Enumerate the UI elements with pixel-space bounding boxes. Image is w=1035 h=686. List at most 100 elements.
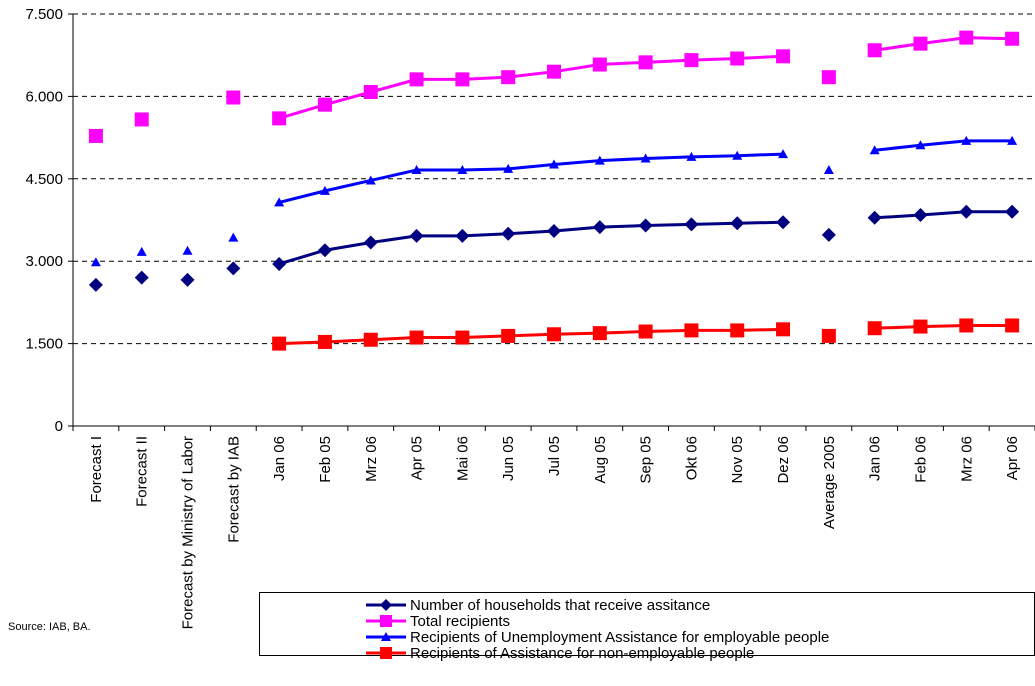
data-point: [823, 165, 834, 175]
axes: [68, 13, 1035, 431]
data-point: [501, 226, 516, 241]
data-point: [686, 151, 697, 161]
data-point: [640, 153, 651, 163]
data-point: [272, 256, 287, 271]
series-line: [278, 54, 784, 120]
employable-series-swatch-icon: [364, 629, 408, 645]
x-tick-label: Forecast by Ministry of Labor: [180, 436, 197, 629]
series-line: [874, 323, 1013, 330]
legend-label: Recipients of Assistance for non-employa…: [410, 644, 755, 662]
legend-item-non-employable: Recipients of Assistance for non-employa…: [364, 644, 755, 662]
y-tick-labels: 0 1.500 3.000 4.500 6.000 7.500: [25, 6, 63, 435]
data-point: [134, 270, 149, 285]
x-tick-label: Okt 06: [683, 436, 700, 480]
x-tick-label: Jul 05: [546, 436, 563, 476]
data-point: [776, 49, 791, 64]
gridlines: [73, 13, 1035, 345]
legend-item-households: Number of households that receive assita…: [364, 597, 710, 614]
data-point: [915, 140, 926, 150]
x-tick-label: Mrz 06: [958, 436, 975, 482]
data-point: [776, 322, 791, 337]
data-point: [363, 235, 378, 250]
non-employable-marker-icon: [366, 647, 406, 659]
series-line: [278, 152, 784, 204]
data-point: [182, 245, 193, 255]
y-tick-label: 1.500: [25, 336, 63, 353]
data-point: [547, 223, 561, 238]
data-point: [592, 57, 607, 72]
data-point: [913, 319, 928, 334]
series-2: [90, 135, 1018, 267]
data-point: [638, 218, 653, 233]
y-tick-label: 7.500: [25, 6, 63, 23]
data-point: [226, 90, 241, 105]
x-tick-label: Sep 05: [638, 436, 655, 484]
data-point: [501, 328, 516, 343]
x-tick-label: Jan 06: [867, 436, 884, 481]
households-series-swatch-icon: [364, 597, 408, 613]
x-tick-label: Jun 05: [500, 436, 517, 481]
x-tick-label: Aug 05: [592, 436, 609, 484]
y-tick-label: 6.000: [25, 88, 63, 105]
x-tick-label: Apr 05: [409, 436, 426, 480]
data-point: [365, 175, 376, 185]
y-tick-label: 0: [55, 418, 63, 435]
data-point: [411, 165, 422, 175]
data-point: [226, 261, 241, 276]
data-point: [1005, 31, 1020, 46]
data-point: [821, 328, 836, 343]
data-point: [730, 323, 745, 338]
x-tick-labels: Forecast I Forecast II Forecast by Ministr…: [88, 436, 1021, 629]
data-point: [409, 330, 424, 345]
series-line: [278, 220, 784, 266]
x-tick-label: Mai 06: [454, 436, 471, 481]
employable-marker-icon: [366, 632, 406, 641]
series-line: [279, 327, 784, 346]
data-point: [136, 246, 147, 256]
data-point: [959, 318, 974, 333]
data-point: [867, 210, 882, 225]
data-point: [228, 232, 239, 242]
data-point: [317, 243, 332, 258]
data-point: [317, 97, 332, 112]
data-point: [319, 185, 330, 195]
data-point: [88, 277, 103, 292]
data-point: [455, 228, 470, 243]
total-series-swatch-icon: [364, 613, 408, 629]
data-point: [457, 165, 468, 175]
series-line: [874, 139, 1013, 152]
data-point: [730, 51, 745, 66]
x-tick-label: Mrz 06: [363, 436, 380, 482]
data-point: [913, 36, 928, 51]
series-layer: [88, 30, 1020, 351]
x-tick-label: Average 2005: [821, 436, 838, 529]
data-point: [821, 70, 836, 85]
data-point: [869, 145, 880, 155]
data-point: [317, 334, 332, 349]
data-point: [913, 208, 928, 223]
data-point: [272, 111, 287, 126]
legend-label: Recipients of Unemployment Assistance fo…: [410, 628, 830, 646]
data-point: [867, 43, 882, 58]
x-tick-label: Feb 05: [317, 436, 334, 483]
x-tick-label: Jan 06: [271, 436, 288, 481]
x-tick-label: Forecast by IAB: [225, 436, 242, 543]
legend-item-employable: Recipients of Unemployment Assistance fo…: [364, 628, 830, 646]
data-point: [961, 135, 972, 145]
x-tick-label: Feb 06: [912, 436, 929, 483]
x-tick-label: Forecast I: [88, 436, 105, 503]
data-point: [821, 227, 836, 242]
households-marker-icon: [366, 599, 406, 611]
data-point: [547, 64, 561, 79]
data-point: [1005, 204, 1020, 219]
data-point: [1005, 318, 1020, 333]
data-point: [638, 324, 653, 339]
x-tick-label: Apr 06: [1004, 436, 1021, 480]
series-line: [874, 210, 1013, 220]
data-point: [455, 330, 470, 345]
data-point: [592, 220, 607, 235]
data-point: [503, 163, 514, 173]
data-point: [549, 159, 559, 169]
data-point: [409, 72, 424, 87]
